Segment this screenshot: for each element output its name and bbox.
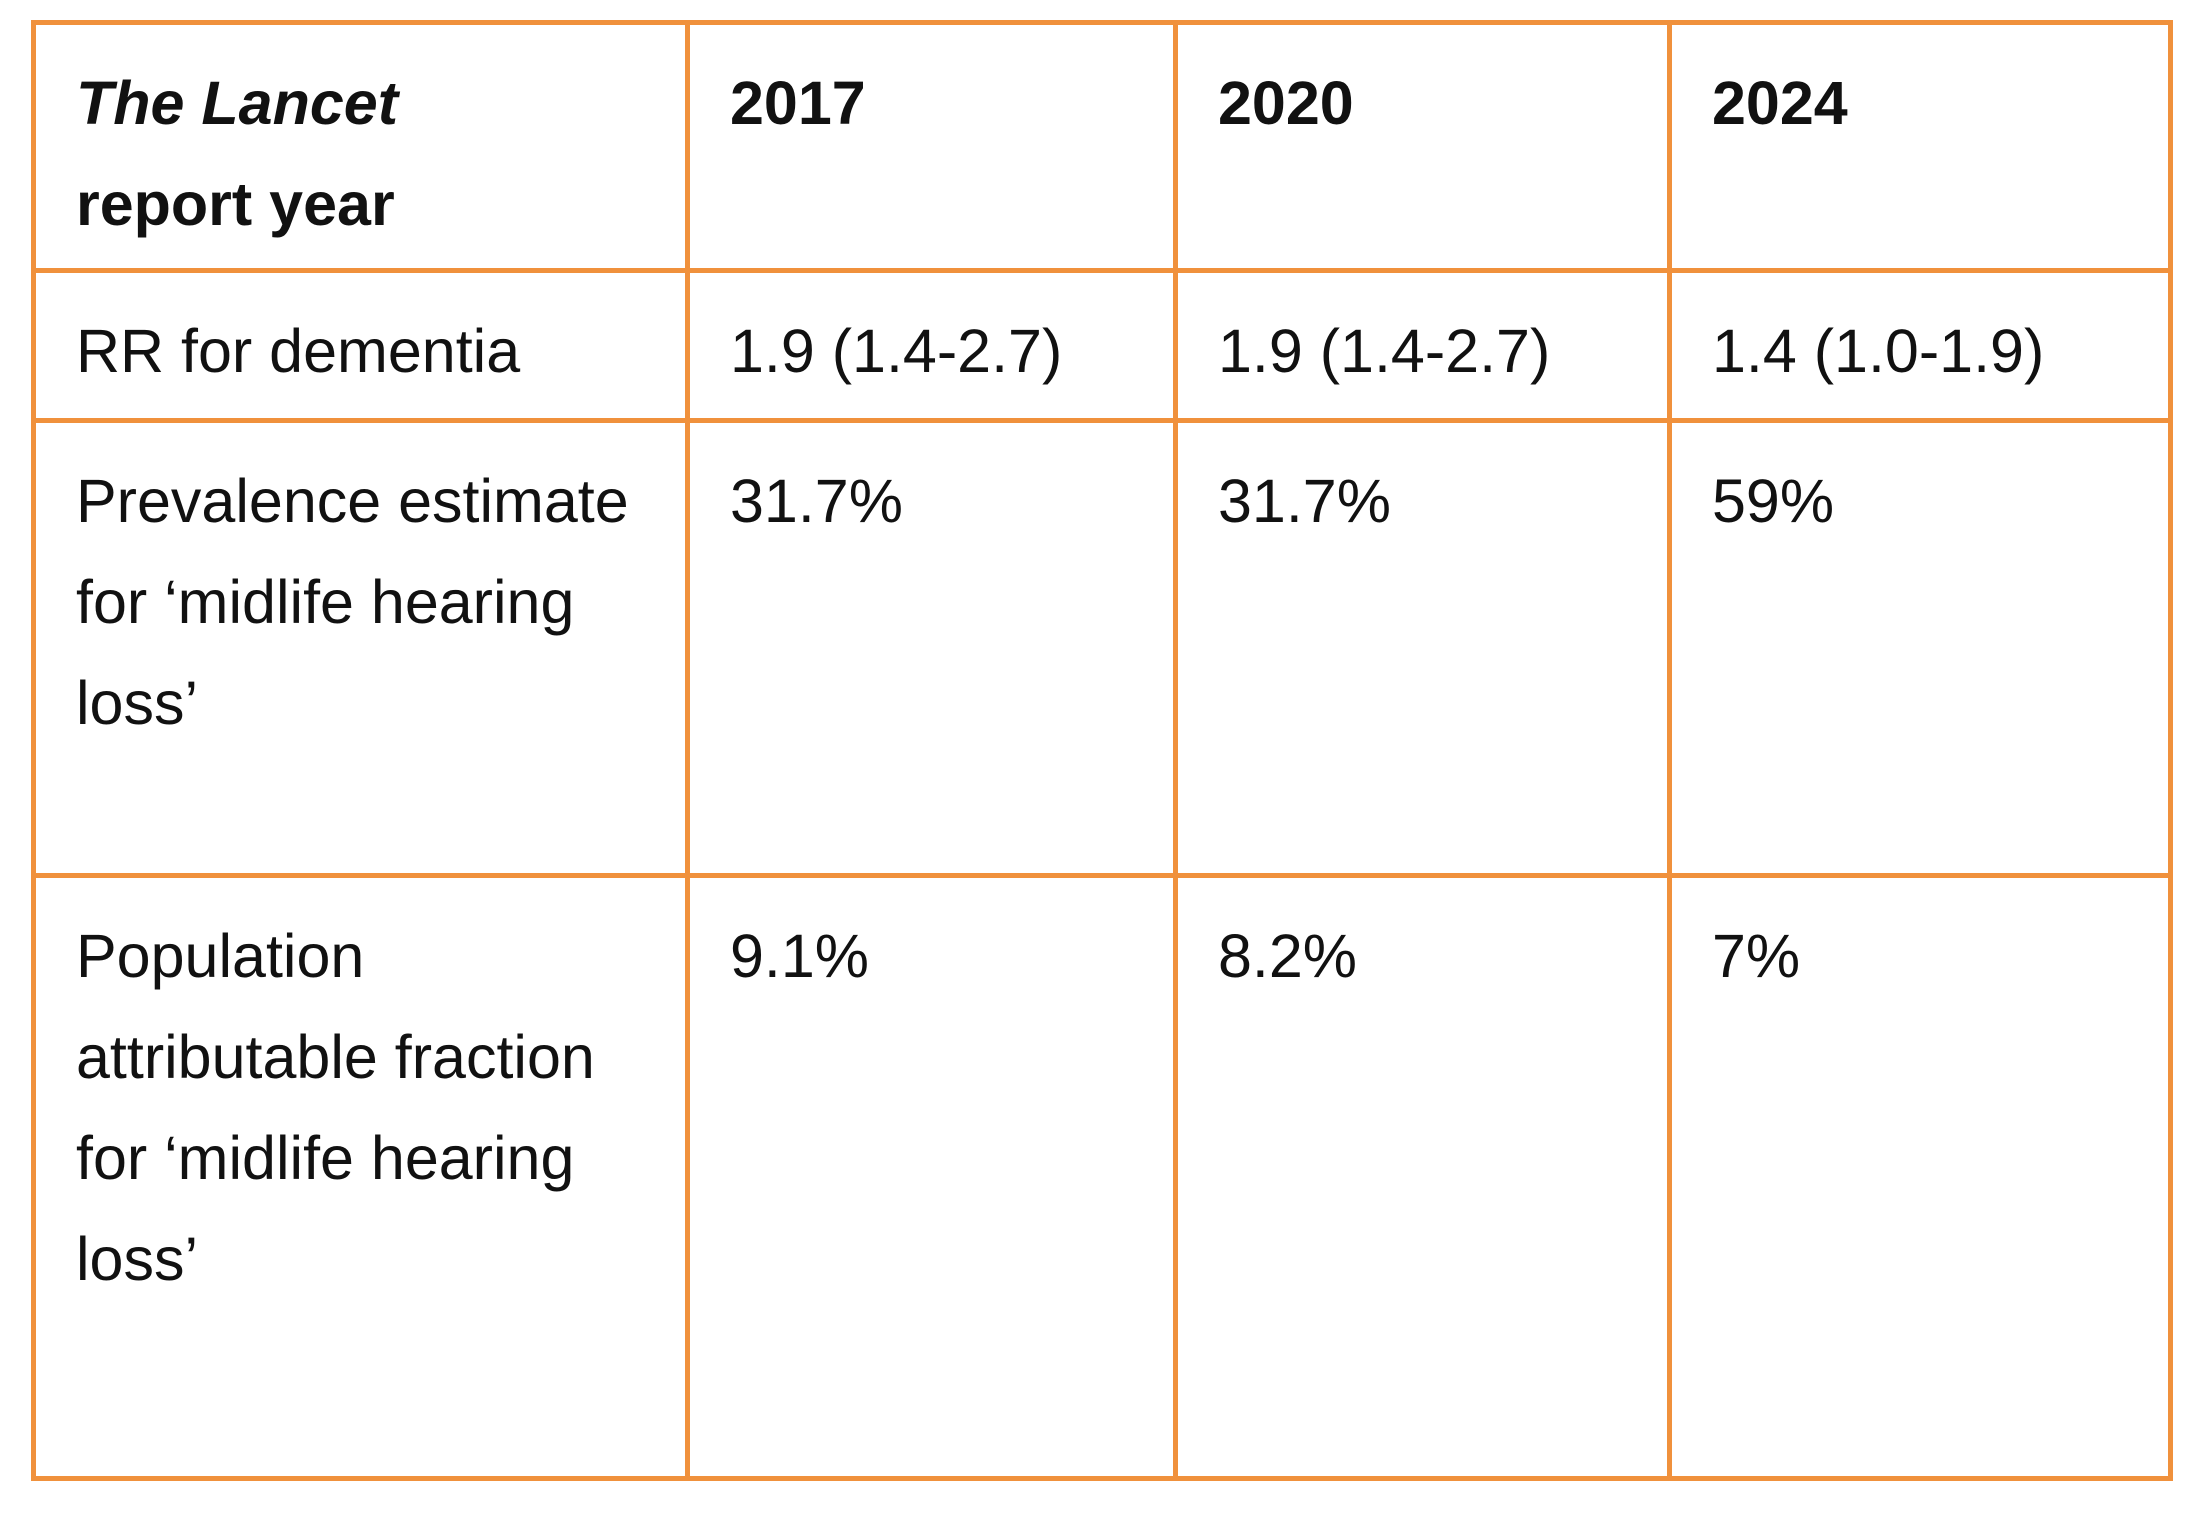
cell: 7% [1667, 873, 2173, 1481]
table-row: RR for dementia 1.9 (1.4-2.7) 1.9 (1.4-2… [31, 268, 2173, 423]
cell: 59% [1667, 418, 2173, 878]
data-table: The Lancet report year 2017 2020 2024 RR … [31, 20, 2173, 1481]
row-label: Prevalence estimate for ‘midlife hearing… [31, 418, 690, 878]
table-row: Prevalence estimate for ‘midlife hearing… [31, 418, 2173, 878]
header-cell: 2024 [1667, 20, 2173, 273]
cell: 8.2% [1173, 873, 1672, 1481]
row-label: RR for dementia [31, 268, 690, 423]
header-cell: 2020 [1173, 20, 1672, 273]
header-title-rest: report year [76, 170, 395, 238]
cell: 1.9 (1.4-2.7) [1173, 268, 1672, 423]
header-title-italic: The Lancet [76, 69, 399, 137]
header-row: The Lancet report year 2017 2020 2024 [31, 20, 2173, 273]
row-label: Population attributable fraction for ‘mi… [31, 873, 690, 1481]
header-cell: 2017 [685, 20, 1178, 273]
cell: 9.1% [685, 873, 1178, 1481]
cell: 1.9 (1.4-2.7) [685, 268, 1178, 423]
table-row: Population attributable fraction for ‘mi… [31, 873, 2173, 1481]
cell: 31.7% [685, 418, 1178, 878]
cell: 31.7% [1173, 418, 1672, 878]
header-cell: The Lancet report year [31, 20, 690, 273]
cell: 1.4 (1.0-1.9) [1667, 268, 2173, 423]
